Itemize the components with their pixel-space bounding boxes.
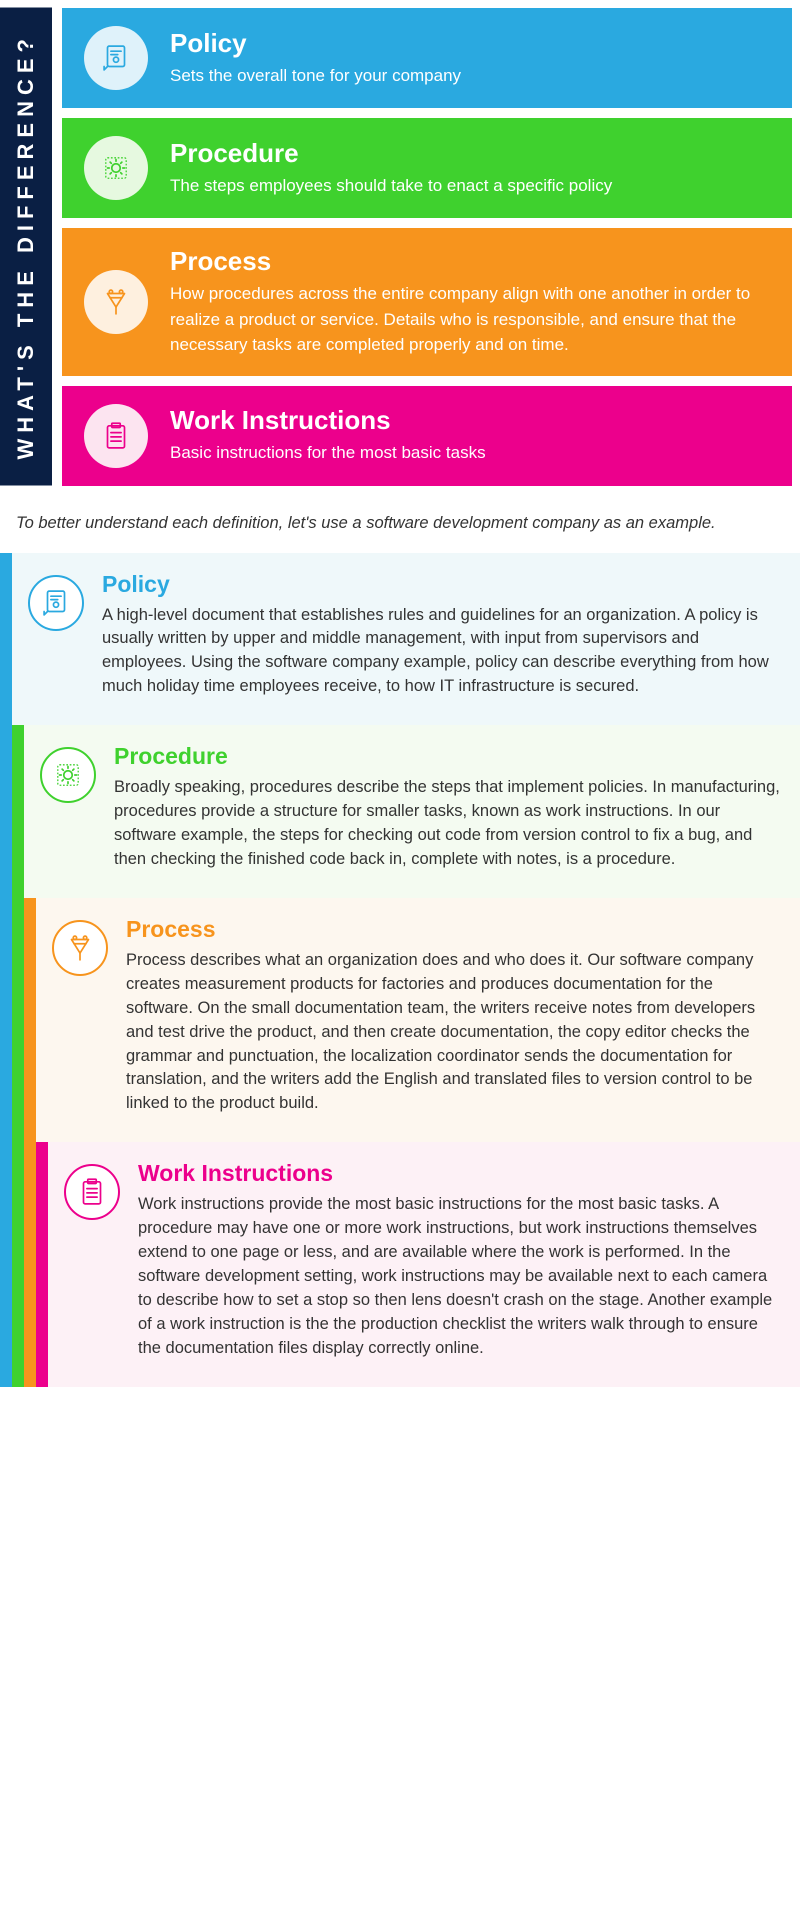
detail-text: Work Instructions Work instructions provi… xyxy=(138,1160,780,1360)
detail-content: Procedure Broadly speaking, procedures de… xyxy=(24,725,800,898)
transition-text: To better understand each definition, le… xyxy=(0,494,800,553)
card-title: Work Instructions xyxy=(170,405,770,436)
detail-row: Work Instructions Work instructions provi… xyxy=(0,1142,800,1386)
detail-text: Procedure Broadly speaking, procedures de… xyxy=(114,743,780,872)
detail-title: Policy xyxy=(102,571,780,598)
detail-text: Process Process describes what an organiz… xyxy=(126,916,780,1116)
card-icon xyxy=(84,270,148,334)
detail-icon xyxy=(28,575,84,631)
card-title: Policy xyxy=(170,28,770,59)
card-text: Process How procedures across the entire … xyxy=(170,246,770,358)
accent-bar xyxy=(0,898,12,1142)
card-icon xyxy=(84,26,148,90)
accent-bar xyxy=(24,898,36,1142)
accent-bar xyxy=(0,725,12,898)
accent-bars xyxy=(0,553,12,726)
card-desc: Basic instructions for the most basic ta… xyxy=(170,440,770,466)
detail-icon xyxy=(52,920,108,976)
detail-section: Policy A high-level document that establi… xyxy=(0,553,800,1387)
accent-bar xyxy=(24,1142,36,1386)
detail-content: Work Instructions Work instructions provi… xyxy=(48,1142,800,1386)
card-desc: How procedures across the entire company… xyxy=(170,281,770,358)
summary-card: Policy Sets the overall tone for your com… xyxy=(62,8,792,108)
accent-bars xyxy=(0,1142,48,1386)
detail-title: Procedure xyxy=(114,743,780,770)
card-desc: The steps employees should take to enact… xyxy=(170,173,770,199)
detail-body: Broadly speaking, procedures describe th… xyxy=(114,776,780,872)
detail-row: Procedure Broadly speaking, procedures de… xyxy=(0,725,800,898)
summary-cards: Policy Sets the overall tone for your com… xyxy=(52,8,792,486)
accent-bars xyxy=(0,898,36,1142)
detail-icon xyxy=(40,747,96,803)
accent-bars xyxy=(0,725,24,898)
detail-title: Work Instructions xyxy=(138,1160,780,1187)
card-title: Procedure xyxy=(170,138,770,169)
card-text: Procedure The steps employees should take… xyxy=(170,138,770,199)
top-section: WHAT'S THE DIFFERENCE? Policy Sets the ov… xyxy=(0,0,800,494)
summary-card: Process How procedures across the entire … xyxy=(62,228,792,376)
accent-bar xyxy=(0,553,12,726)
detail-body: Work instructions provide the most basic… xyxy=(138,1193,780,1360)
detail-title: Process xyxy=(126,916,780,943)
detail-content: Policy A high-level document that establi… xyxy=(12,553,800,726)
accent-bar xyxy=(12,1142,24,1386)
card-text: Work Instructions Basic instructions for … xyxy=(170,405,770,466)
summary-card: Procedure The steps employees should take… xyxy=(62,118,792,218)
card-text: Policy Sets the overall tone for your com… xyxy=(170,28,770,89)
detail-row: Policy A high-level document that establi… xyxy=(0,553,800,726)
card-icon xyxy=(84,404,148,468)
card-title: Process xyxy=(170,246,770,277)
summary-card: Work Instructions Basic instructions for … xyxy=(62,386,792,486)
accent-bar xyxy=(0,1142,12,1386)
detail-icon xyxy=(64,1164,120,1220)
accent-bar xyxy=(12,898,24,1142)
detail-text: Policy A high-level document that establi… xyxy=(102,571,780,700)
detail-body: A high-level document that establishes r… xyxy=(102,604,780,700)
detail-content: Process Process describes what an organiz… xyxy=(36,898,800,1142)
card-desc: Sets the overall tone for your company xyxy=(170,63,770,89)
detail-row: Process Process describes what an organiz… xyxy=(0,898,800,1142)
card-icon xyxy=(84,136,148,200)
side-title: WHAT'S THE DIFFERENCE? xyxy=(0,8,52,486)
accent-bar xyxy=(12,725,24,898)
detail-body: Process describes what an organization d… xyxy=(126,949,780,1116)
accent-bar xyxy=(36,1142,48,1386)
